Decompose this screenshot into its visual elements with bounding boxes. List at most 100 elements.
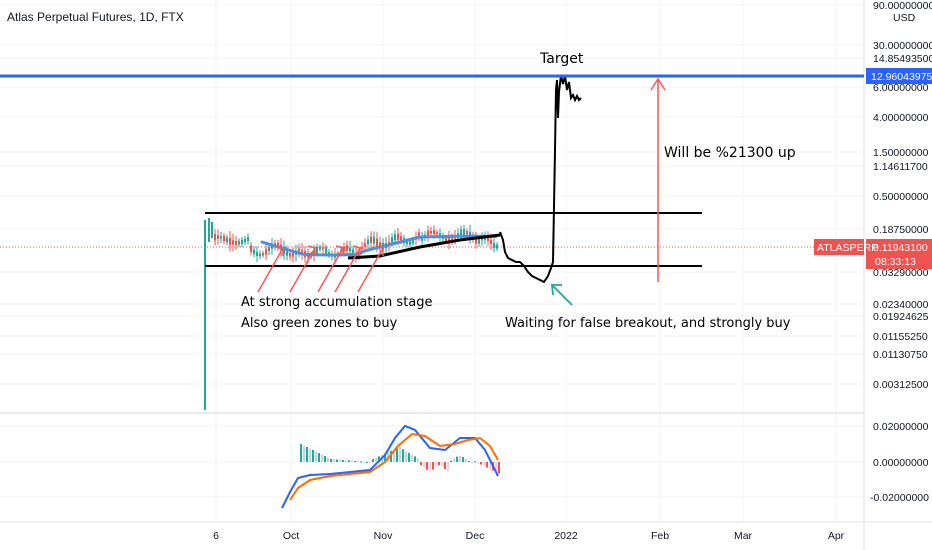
macd-bar [324, 456, 326, 462]
macd-bar [450, 460, 452, 462]
price-tick-label: 0.01130750 [873, 349, 928, 361]
price-tick-label: 30.00000000 [873, 40, 932, 52]
macd-bar [375, 457, 377, 462]
countdown-badge-text: 08:33:13 [875, 256, 916, 268]
macd-bar [486, 462, 488, 468]
candle [493, 238, 495, 253]
candle [226, 234, 228, 246]
upside-label: Will be %21300 up [664, 145, 796, 161]
time-tick-label: 2022 [554, 530, 578, 542]
price-tick-label: 0.18750000 [873, 224, 929, 236]
macd-bar [333, 459, 335, 462]
macd-bar [489, 462, 491, 469]
macd-bar [471, 461, 473, 463]
macd-line [281, 424, 499, 509]
macd-bar [321, 454, 323, 462]
price-tick-label: 0.01155250 [873, 331, 928, 343]
macd-bar [483, 462, 485, 466]
macd-bar [447, 462, 449, 471]
macd-bar [336, 459, 338, 462]
macd-bar [414, 456, 416, 462]
symbol-badge-text: ATLASPERP [817, 242, 878, 254]
candle [301, 243, 303, 260]
candle [352, 246, 354, 259]
price-tick-label: 1.50000000 [873, 147, 929, 159]
macd-bar [348, 460, 350, 462]
macd-bar [306, 447, 308, 462]
time-tick-label: Nov [374, 530, 393, 542]
macd-bar [372, 459, 374, 462]
candle [208, 218, 210, 242]
macd-bar [300, 444, 302, 462]
accumulation-label-1: At strong accumulation stage [241, 295, 433, 310]
macd-bar [390, 451, 392, 462]
macd-bar [378, 456, 380, 462]
candle [262, 250, 264, 258]
time-axis[interactable]: 6 Oct Nov Dec 2022 Feb Mar Apr [213, 530, 845, 542]
macd-bar [354, 460, 356, 462]
price-tick-label: 6.00000000 [873, 82, 929, 94]
macd-bar [315, 451, 317, 462]
macd-tick-label: 0.00000000 [873, 457, 929, 469]
macd-bar [417, 458, 419, 462]
time-tick-label: 6 [213, 530, 219, 542]
trend-line[interactable] [347, 233, 501, 260]
target-label: Target [539, 51, 584, 67]
price-tick-label: 1.14611700 [873, 161, 928, 173]
candle [373, 231, 375, 249]
time-tick-label: Mar [734, 530, 753, 542]
candle [388, 235, 390, 252]
macd-bar [399, 446, 401, 462]
last-price-badge-text: 0.11943100 [873, 242, 928, 254]
macd-bar [402, 449, 404, 462]
macd-bar [330, 459, 332, 462]
macd-bar [396, 448, 398, 462]
candle [253, 246, 255, 257]
macd-bar [444, 462, 446, 470]
candle [256, 246, 258, 262]
macd-bar [462, 456, 464, 462]
breakout-arrow [551, 284, 573, 306]
macd-bar [363, 461, 365, 463]
candle [247, 233, 249, 245]
price-tick-label: 0.50000000 [873, 191, 929, 203]
macd-tick-label: 0.02000000 [873, 421, 929, 433]
macd-bar [468, 461, 470, 463]
candle [346, 240, 348, 256]
price-tick-label: 14.85493500 [873, 53, 932, 65]
candle [244, 235, 246, 246]
price-tick-label: 0.02340000 [873, 299, 929, 311]
time-tick-label: Apr [828, 530, 845, 542]
macd-bar [405, 451, 407, 462]
macd-bar [312, 450, 314, 462]
macd-axis[interactable]: 0.02000000 0.00000000 -0.02000000 [870, 421, 929, 504]
target-price-badge [866, 68, 932, 84]
candle [223, 233, 225, 244]
target-price-badge-text: 12.96043975 [871, 71, 932, 83]
candle [283, 240, 285, 260]
candle [211, 222, 213, 238]
macd-bar [432, 462, 434, 470]
macd-bar [360, 461, 362, 463]
upside-arrow-head [650, 77, 666, 91]
currency-label: USD [893, 12, 916, 24]
time-tick-label: Oct [283, 530, 299, 542]
macd-bar [318, 453, 320, 462]
candle [220, 231, 222, 244]
symbol-badge [814, 239, 864, 255]
price-path [499, 74, 582, 284]
candle [418, 228, 420, 242]
macd-bar [351, 460, 353, 462]
grid [0, 0, 864, 522]
candle [217, 229, 219, 245]
last-price-badge [866, 239, 932, 269]
macd-bar [435, 462, 437, 467]
candle [487, 231, 489, 246]
macd-bar [366, 461, 368, 463]
macd-bar [420, 462, 422, 466]
candle [469, 224, 471, 244]
macd-bar [408, 452, 410, 462]
candle [496, 242, 498, 251]
